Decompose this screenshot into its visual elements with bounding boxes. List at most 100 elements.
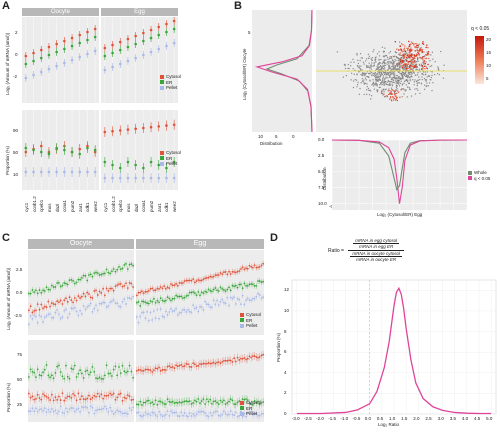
scatter-point [366, 75, 368, 78]
panel-c-point [176, 295, 179, 298]
panel-c-point [226, 401, 229, 404]
scatter-point-significant [409, 51, 411, 53]
scatter-point [424, 71, 426, 73]
panel-c-point [226, 296, 229, 299]
legend-item-cytosol: Cytosol [160, 74, 181, 80]
scatter-point [400, 80, 402, 82]
scatter-point [436, 73, 439, 75]
panel-c-point [231, 399, 234, 402]
panel-c-point [66, 375, 69, 378]
panel-c-point [47, 374, 50, 377]
panel-c-point [93, 290, 96, 292]
scatter-point [398, 59, 400, 61]
panel-c-point [45, 306, 48, 309]
scatter-point-significant [380, 92, 383, 94]
scatter-point [392, 64, 394, 66]
panel-c-point [36, 368, 39, 371]
scatter-point-significant [414, 61, 416, 63]
scatter-point [373, 85, 375, 87]
panel-c-point [202, 411, 205, 413]
panel-c-point [54, 311, 57, 314]
panel-c-point [190, 279, 193, 282]
scatter-point-significant [415, 46, 417, 48]
panel-d-xtick: 0.0 [364, 416, 371, 421]
panel-c-point [214, 400, 217, 402]
panel-a-point [39, 144, 43, 148]
panel-d-distribution-line [296, 286, 492, 415]
panel-c-point [93, 412, 96, 415]
scatter-point-significant [413, 56, 415, 58]
panel-c-point [204, 300, 207, 303]
scatter-point [425, 79, 428, 81]
panel-c-point [209, 289, 212, 292]
scatter-point [406, 64, 408, 66]
panel-c-point [70, 396, 73, 399]
scatter-point [397, 65, 399, 67]
scatter-point [349, 65, 352, 67]
panel-a-point [93, 35, 97, 39]
panel-c-point [168, 297, 171, 300]
panel-c-point [246, 399, 249, 402]
panel-a-point [103, 68, 107, 72]
scatter-point-significant [427, 46, 429, 49]
scatter-point [381, 63, 383, 65]
panel-c-point [260, 281, 263, 284]
scatter-point [422, 69, 424, 71]
panel-c-point [175, 401, 178, 404]
scatter-point [394, 82, 396, 84]
scatter-point-significant [422, 61, 425, 64]
panel-c-point [211, 290, 213, 293]
panel-a-point [63, 170, 66, 174]
panel-d-xtick: -2.5 [304, 416, 312, 421]
scatter-point-significant [408, 66, 411, 68]
panel-a-top-oocyte-bg [22, 17, 99, 103]
panel-c-point [96, 294, 99, 296]
panel-c-point [144, 317, 147, 320]
panel-c-point [77, 278, 80, 281]
panel-c-point [52, 399, 55, 402]
panel-c-point [147, 302, 150, 305]
panel-c-point [118, 366, 120, 368]
panel-c-point [241, 398, 244, 401]
panel-c-point [125, 397, 127, 400]
panel-c-point [45, 286, 48, 289]
panel-c-point [128, 297, 131, 299]
scatter-point [408, 76, 411, 79]
scatter-point-significant [393, 90, 395, 92]
scatter-point-significant [425, 46, 427, 49]
panel-c-point [199, 294, 201, 297]
panel-c-point [114, 365, 117, 368]
scatter-point-significant [403, 55, 406, 57]
panel-c-point [212, 361, 215, 364]
scatter-point [389, 50, 392, 53]
panel-a-point [93, 49, 97, 53]
scatter-point-significant [415, 63, 417, 66]
panel-c-point [209, 306, 212, 309]
panel-c-point [137, 403, 140, 406]
panel-c-point [56, 399, 59, 401]
scatter-point [358, 93, 361, 95]
panel-c-point [77, 295, 80, 297]
panel-c-point [168, 365, 171, 367]
scatter-point [375, 78, 377, 80]
scatter-point [410, 63, 412, 65]
scatter-point [378, 86, 380, 89]
panel-c-point [59, 371, 62, 373]
panel-c-point [142, 401, 145, 404]
scatter-point [416, 74, 419, 76]
panel-c-point [173, 402, 176, 404]
scatter-point [387, 84, 389, 86]
scatter-point [367, 53, 369, 55]
scatter-point [352, 86, 355, 89]
panel-c-point [88, 304, 90, 307]
panel-c-point [182, 401, 184, 403]
scatter-point [382, 82, 385, 84]
panel-c-point [233, 285, 236, 288]
panel-a-point [63, 61, 66, 65]
scatter-point-significant [421, 48, 424, 51]
panel-c-point [59, 405, 62, 408]
scatter-point [387, 72, 389, 75]
panel-c-point [137, 321, 140, 324]
scatter-point [370, 90, 372, 92]
scatter-point [390, 80, 392, 83]
